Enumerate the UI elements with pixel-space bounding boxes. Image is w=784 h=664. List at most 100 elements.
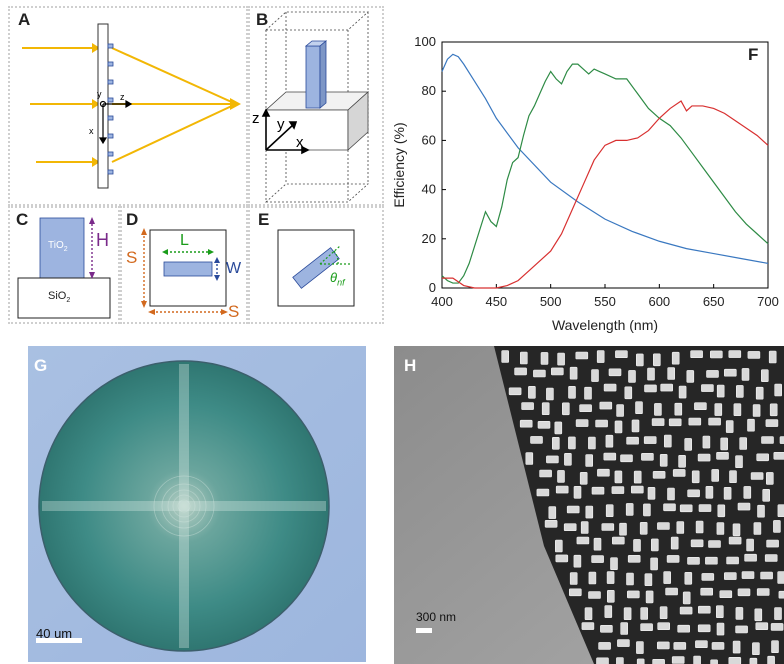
width-label: W — [226, 260, 242, 277]
sem-pillar — [555, 554, 569, 563]
sio2-subscript: 2 — [66, 297, 71, 305]
sem-pillar — [600, 624, 613, 633]
series-line-red — [442, 100, 769, 289]
sem-pillar — [605, 504, 614, 517]
sem-pillar — [643, 503, 651, 517]
panel-b-diagram — [261, 11, 370, 203]
sem-pillar — [743, 486, 752, 499]
sem-pillar — [747, 351, 761, 359]
sem-pillar — [711, 642, 725, 650]
sem-pillar — [614, 420, 623, 434]
sem-pillar — [652, 471, 666, 479]
panel-a-axis-x: x — [89, 126, 94, 136]
panel-b-label: B — [256, 10, 269, 29]
sem-pillar — [757, 504, 765, 518]
sem-pillar — [619, 522, 627, 536]
sem-pillar — [716, 384, 725, 398]
scale-bar-40um-label: 40 um — [36, 626, 73, 641]
tio2-label: TiO2 — [48, 240, 68, 253]
sem-pillar — [595, 419, 608, 428]
sem-pillar — [717, 504, 726, 518]
sem-pillar — [728, 536, 742, 545]
sem-pillar — [620, 454, 633, 463]
sem-pillar — [611, 486, 625, 494]
sem-pillar — [671, 656, 685, 664]
tio2-text: TiO — [48, 240, 64, 251]
sem-pillar — [544, 520, 558, 528]
sem-pillar — [708, 417, 721, 426]
sem-pillar — [584, 607, 593, 621]
sem-pillar — [537, 421, 551, 429]
sem-pillar — [580, 521, 589, 534]
panel-e-frame — [248, 206, 384, 324]
panel-a-axis-z: z — [120, 92, 125, 102]
sem-pillar — [761, 436, 774, 444]
scale-bar-300nm — [416, 628, 432, 633]
sio2-substrate — [17, 277, 111, 319]
panel-b-frame — [248, 6, 384, 206]
sem-pillar — [769, 403, 778, 417]
sem-pillar — [762, 489, 771, 502]
sem-pillar — [700, 587, 714, 596]
sem-pillar — [601, 523, 615, 531]
sem-pillar — [741, 571, 755, 579]
sem-pillar — [682, 591, 691, 605]
sem-pillar — [519, 419, 533, 428]
x-tick-label-6: 700 — [757, 294, 779, 309]
panel-b-axis-x: x — [296, 134, 304, 151]
sem-pillar — [735, 607, 744, 620]
sem-pillar — [608, 368, 622, 377]
sem-pillar — [752, 642, 760, 656]
sem-pillar — [659, 454, 668, 467]
sem-pillar — [739, 437, 748, 450]
sem-pillar — [670, 536, 679, 550]
scale-bar-40um — [36, 638, 82, 643]
sio2-label: SiO2 — [48, 290, 70, 304]
sem-pillar — [690, 350, 703, 358]
x-tick-label-3: 550 — [594, 294, 616, 309]
sem-pillar — [528, 385, 536, 399]
sem-pillar — [720, 437, 729, 451]
sem-pillar — [597, 468, 610, 477]
sem-pillar — [698, 504, 712, 512]
sem-pillar — [591, 369, 599, 382]
sem-pillar — [766, 539, 779, 548]
sem-pillar — [706, 370, 719, 378]
sem-pillar — [672, 469, 686, 477]
sem-pillar — [765, 419, 779, 427]
sem-pillar — [631, 485, 644, 494]
sem-pillar — [647, 367, 655, 381]
sem-pillar — [777, 571, 784, 584]
y-tick-label-3: 60 — [422, 132, 436, 147]
sem-pillar — [598, 642, 611, 650]
panel-h-sem-image — [394, 346, 784, 664]
series-line-blue — [441, 53, 769, 264]
sem-pillar — [663, 503, 676, 512]
sem-pillar — [774, 383, 783, 397]
sem-pillar — [557, 470, 565, 483]
sem-pillar — [691, 470, 700, 484]
cross-fringes — [42, 364, 326, 648]
sem-pillar — [627, 555, 641, 563]
sem-pillar — [754, 608, 763, 622]
sem-pillar — [711, 469, 720, 482]
period-label-bottom: S — [228, 302, 240, 321]
sem-pillar — [702, 435, 711, 449]
sem-pillar — [760, 571, 773, 580]
sem-pillar — [771, 640, 779, 654]
sem-pillar — [650, 557, 658, 571]
sem-pillar — [633, 470, 642, 484]
sem-pillar — [569, 366, 578, 380]
sem-pillar — [568, 436, 576, 450]
sem-pillar — [770, 623, 784, 631]
series-line-green — [441, 63, 769, 284]
focusing-rays — [111, 47, 241, 163]
sem-pillar — [548, 506, 557, 519]
panel-a-diagram — [22, 23, 241, 189]
sem-pillar — [677, 624, 691, 633]
sem-pillar — [774, 607, 782, 620]
sem-pillar — [695, 520, 704, 534]
sem-pillar — [735, 625, 748, 634]
sem-pillar — [723, 368, 737, 377]
y-tick-label-5: 100 — [414, 34, 436, 49]
